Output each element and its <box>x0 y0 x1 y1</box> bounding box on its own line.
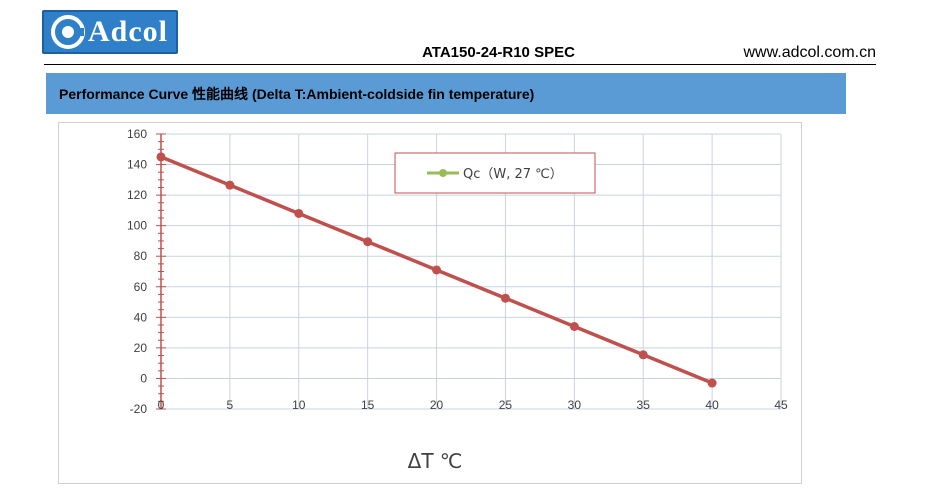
data-point <box>294 208 304 218</box>
y-tick-label: 140 <box>127 158 147 172</box>
x-tick-label: 5 <box>227 398 234 412</box>
data-point <box>225 180 235 190</box>
y-tick-label: 120 <box>127 188 147 202</box>
y-tick-label: 20 <box>134 341 148 355</box>
data-point <box>569 322 579 331</box>
data-point <box>707 378 717 388</box>
section-band: Performance Curve 性能曲线 (Delta T:Ambient-… <box>46 73 846 114</box>
y-tick-label: 160 <box>127 127 147 141</box>
y-tick-label: 60 <box>134 280 148 294</box>
x-tick-label: 25 <box>499 398 513 412</box>
data-point <box>432 265 442 275</box>
x-tick-label: 15 <box>361 398 375 412</box>
document-title: ATA150-24-R10 SPEC <box>422 44 575 61</box>
x-tick-label: 35 <box>637 398 651 412</box>
x-axis-label: ΔT ℃ <box>408 449 463 473</box>
data-point <box>638 350 648 360</box>
data-point <box>500 293 510 303</box>
x-tick-label: 40 <box>705 398 719 412</box>
website-url: www.adcol.com.cn <box>743 44 877 61</box>
legend-label: Qc（W, 27 ℃） <box>463 167 563 182</box>
logo-text: Adcol <box>88 15 168 48</box>
header-rule <box>44 64 876 65</box>
section-title: Performance Curve 性能曲线 (Delta T:Ambient-… <box>59 85 535 102</box>
y-tick-label: 0 <box>140 371 147 385</box>
legend-marker-swatch <box>439 169 447 177</box>
y-tick-label: 100 <box>127 219 147 233</box>
company-logo: Adcol <box>42 10 178 54</box>
y-tick-label: -20 <box>130 402 148 416</box>
data-point <box>363 237 373 247</box>
x-tick-label: 30 <box>568 398 582 412</box>
x-tick-label: 0 <box>158 398 165 412</box>
chart-frame <box>58 122 802 484</box>
logo-mark-icon <box>51 15 85 49</box>
x-tick-label: 20 <box>430 398 444 412</box>
y-tick-label: 80 <box>134 249 148 263</box>
data-point <box>156 152 166 162</box>
y-tick-label: 40 <box>134 310 148 324</box>
x-tick-label: 45 <box>774 398 788 412</box>
x-tick-label: 10 <box>292 398 306 412</box>
